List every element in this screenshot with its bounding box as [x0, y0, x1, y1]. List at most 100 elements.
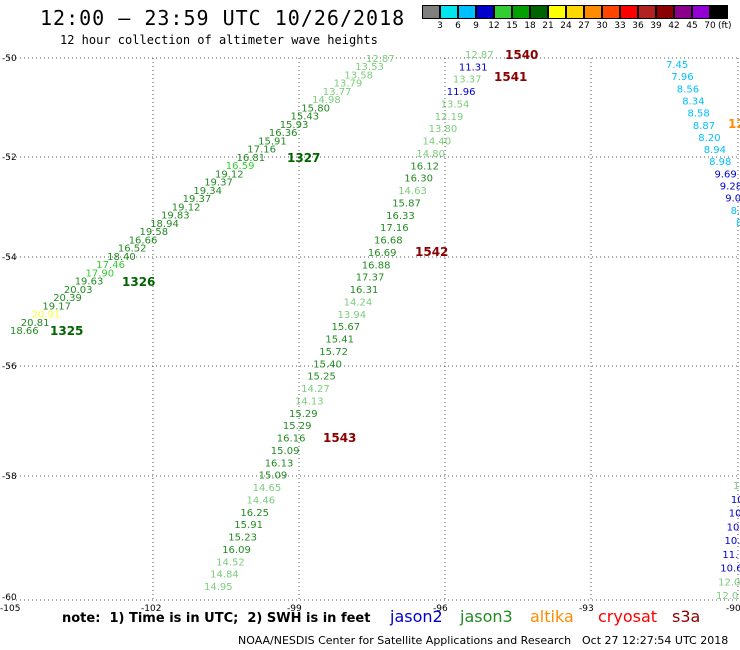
color-scale-tick: 39	[650, 21, 662, 31]
color-scale-tick: 21	[542, 21, 554, 31]
pass-number-label: 1326	[122, 275, 155, 289]
wave-height-reading: 15.25	[307, 372, 336, 383]
wave-height-reading: 15.80	[301, 104, 330, 115]
wave-height-reading: 20.03	[64, 285, 93, 296]
longitude-tick-label: -93	[579, 604, 594, 614]
wave-height-reading: 19.37	[183, 194, 212, 205]
wave-height-reading: 12.0	[716, 591, 738, 602]
color-scale-unit: (ft)	[718, 21, 732, 31]
wave-height-reading: 8.34	[682, 97, 704, 108]
color-scale-tick: 12	[488, 21, 500, 31]
credit-line: NOAA/NESDIS Center for Satellite Applica…	[238, 634, 572, 647]
wave-height-reading: 12.19	[435, 112, 464, 123]
wave-height-reading: 15.93	[280, 120, 309, 131]
wave-height-reading: 14.40	[423, 137, 452, 148]
satellite-legend-altika: altika	[530, 607, 574, 626]
wave-height-reading: 17.16	[380, 223, 409, 234]
wave-height-reading: 16.66	[129, 235, 158, 246]
latitude-tick-label: -58	[2, 472, 17, 482]
color-swatch	[692, 5, 710, 19]
longitude-tick-label: -102	[141, 604, 161, 614]
wave-height-reading: 13.53	[355, 62, 384, 73]
wave-height-reading: 17.37	[356, 273, 385, 284]
latitude-tick-label: -52	[2, 153, 17, 163]
color-scale-tick: 30	[596, 21, 608, 31]
latitude-tick-label: -56	[2, 362, 17, 372]
latitude-tick-label: -54	[2, 253, 17, 263]
wave-height-reading: 15.67	[332, 322, 361, 333]
wave-height-reading: 18.66	[10, 326, 39, 337]
wave-height-reading: 19.58	[140, 227, 169, 238]
wave-height-reading: 13.54	[441, 100, 470, 111]
wave-height-reading: 17.16	[247, 145, 276, 156]
satellite-legend-s3a: s3a	[672, 607, 701, 626]
wave-height-reading: 19.63	[75, 277, 104, 288]
longitude-tick-label: -105	[0, 604, 20, 614]
wave-height-reading: 15.40	[313, 359, 342, 370]
color-swatch	[548, 5, 566, 19]
wave-height-reading: 16.33	[386, 211, 415, 222]
wave-height-reading: 11.31	[459, 62, 488, 73]
color-swatch	[512, 5, 530, 19]
color-scale-tick: 45	[686, 21, 698, 31]
satellite-legend-jason2: jason2	[390, 607, 443, 626]
wave-height-reading: 16.30	[404, 174, 433, 185]
color-scale-tick: 36	[632, 21, 644, 31]
color-swatch	[620, 5, 638, 19]
color-swatch	[458, 5, 476, 19]
wave-height-reading: 14.24	[344, 297, 373, 308]
longitude-tick-label: -99	[287, 604, 302, 614]
wave-height-reading: 11.	[722, 550, 738, 561]
wave-height-reading: 16.69	[368, 248, 397, 259]
wave-height-reading: 18.40	[107, 252, 136, 263]
wave-height-reading: 8.	[731, 206, 740, 217]
wave-height-reading: 9.0	[725, 194, 740, 205]
color-scale-tick: 42	[668, 21, 680, 31]
color-scale-tick: 9	[473, 21, 479, 31]
pass-number-label: 1541	[494, 70, 527, 84]
color-swatch	[422, 5, 440, 19]
wave-height-reading: 14.46	[247, 495, 276, 506]
wave-height-reading: 8.20	[698, 133, 720, 144]
wave-height-reading: 14.95	[204, 582, 233, 593]
latitude-tick-label: -50	[2, 54, 17, 64]
wave-height-reading: 15.91	[234, 520, 263, 531]
pass-number-label: 1327	[287, 151, 320, 165]
wave-height-reading: 13.37	[453, 75, 482, 86]
generation-timestamp: Oct 27 12:27:54 UTC 2018	[582, 634, 729, 647]
wave-height-reading: 20.39	[53, 293, 82, 304]
color-scale-tick: 33	[614, 21, 626, 31]
color-swatch	[566, 5, 584, 19]
wave-height-reading: 8.58	[688, 109, 710, 120]
wave-height-reading: 14.27	[301, 384, 330, 395]
wave-height-reading: 13.77	[323, 87, 352, 98]
color-scale-tick: 27	[578, 21, 590, 31]
wave-height-reading: 14.52	[216, 557, 245, 568]
color-swatch	[602, 5, 620, 19]
wave-height-reading: 15.09	[259, 471, 288, 482]
color-swatch	[710, 5, 728, 19]
pass-number-label: 1542	[415, 245, 448, 259]
color-swatch	[674, 5, 692, 19]
color-scale-tick: 24	[560, 21, 572, 31]
wave-height-reading: 19.37	[204, 178, 233, 189]
wave-height-reading: 14.63	[398, 186, 427, 197]
wave-height-reading: 15.23	[228, 533, 257, 544]
wave-height-reading: 15.41	[325, 335, 354, 346]
wave-height-reading: 10	[729, 509, 740, 520]
longitude-tick-label: -96	[433, 604, 448, 614]
wave-height-reading: 12.87	[366, 54, 395, 65]
wave-height-reading: 8.56	[677, 84, 699, 95]
color-scale-tick: 70	[704, 21, 716, 31]
wave-height-reading: 17.90	[86, 268, 115, 279]
wave-height-reading: 7.45	[666, 60, 688, 71]
wave-height-reading: 20.91	[32, 310, 61, 321]
wave-height-reading: 16.16	[277, 434, 306, 445]
wave-height-reading: 14.80	[416, 149, 445, 160]
wave-height-reading: 8	[736, 218, 740, 229]
wave-height-reading: 19.12	[215, 169, 244, 180]
color-swatch	[584, 5, 602, 19]
satellite-legend-jason3: jason3	[460, 607, 513, 626]
color-scale-tick: 3	[437, 21, 443, 31]
page-subtitle: 12 hour collection of altimeter wave hei…	[60, 33, 378, 47]
